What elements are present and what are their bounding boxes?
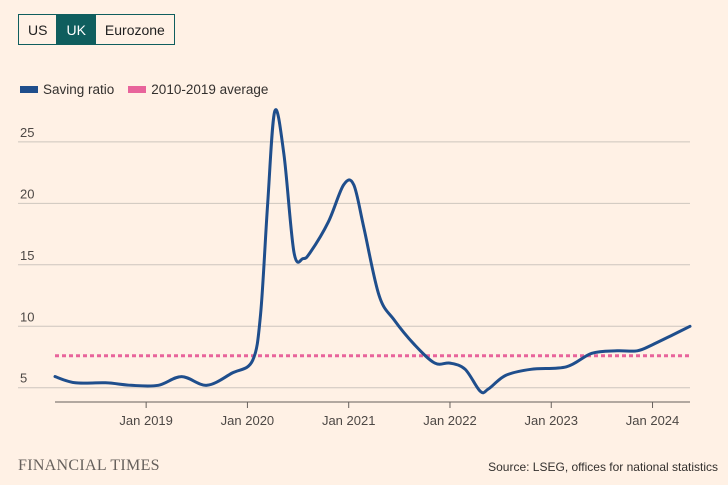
source-note: Source: LSEG, offices for national stati… <box>488 460 718 474</box>
x-tick-label-2020: Jan 2020 <box>221 413 275 428</box>
legend-label-average: 2010-2019 average <box>151 82 269 97</box>
x-tick-label-2022: Jan 2022 <box>423 413 477 428</box>
brand-logo-text: FINANCIAL TIMES <box>18 457 160 474</box>
legend-swatch-saving-ratio <box>20 86 38 93</box>
y-tick-label-15: 15 <box>20 248 34 263</box>
y-tick-label-25: 25 <box>20 125 34 140</box>
chart-legend: Saving ratio 2010-2019 average <box>20 82 282 97</box>
series-line-saving-ratio <box>53 108 692 395</box>
y-tick-label-10: 10 <box>20 309 34 324</box>
x-tick-label-2023: Jan 2023 <box>525 413 579 428</box>
tab-us[interactable]: US <box>19 15 57 44</box>
legend-label-saving-ratio: Saving ratio <box>43 82 115 97</box>
x-tick-label-2019: Jan 2019 <box>119 413 173 428</box>
tab-uk[interactable]: UK <box>56 15 95 44</box>
legend-swatch-average <box>128 86 147 93</box>
legend-item-saving-ratio: Saving ratio <box>20 82 114 97</box>
tab-eurozone[interactable]: Eurozone <box>94 15 174 44</box>
x-tick-label-2024: Jan 2024 <box>626 413 680 428</box>
x-tick-label-2021: Jan 2021 <box>322 413 376 428</box>
legend-item-average: 2010-2019 average <box>128 82 268 97</box>
region-tabs: US UK Eurozone <box>18 14 175 45</box>
y-tick-label-5: 5 <box>20 371 27 386</box>
y-tick-label-20: 20 <box>20 186 34 201</box>
